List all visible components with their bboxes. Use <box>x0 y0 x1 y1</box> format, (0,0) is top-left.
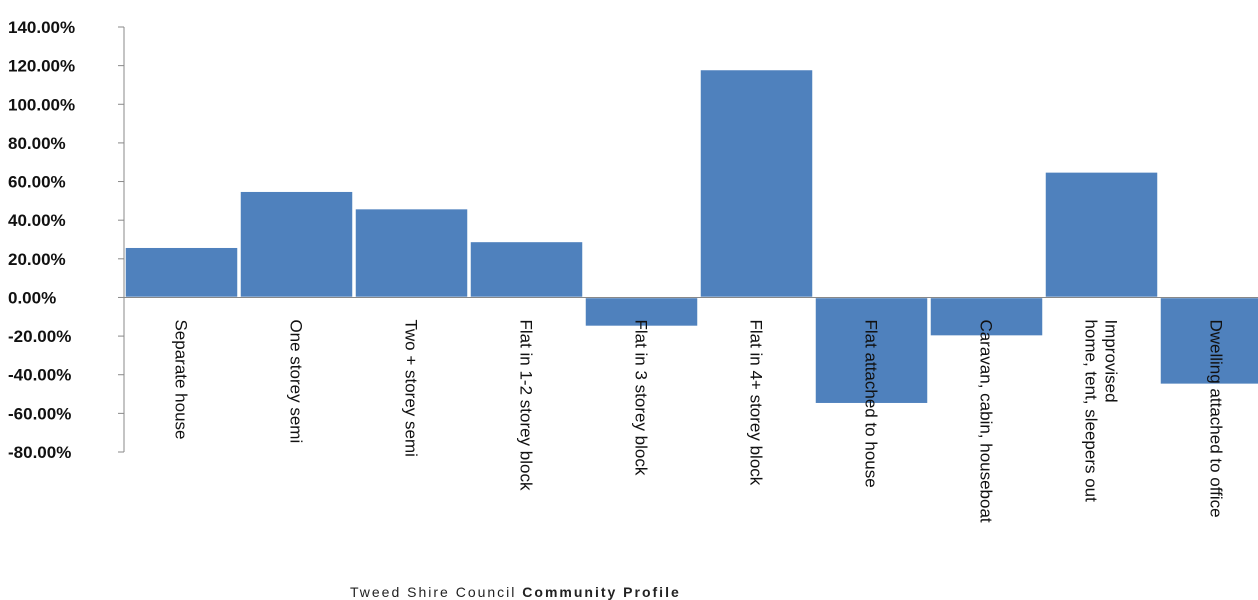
x-category-label-line: home, tent, sleepers out <box>1082 319 1101 502</box>
y-tick-label: 40.00% <box>8 211 66 230</box>
x-category-label-line: Flat in 4+ storey block <box>747 319 766 485</box>
x-category-label-line: Caravan, cabin, houseboat <box>977 319 996 522</box>
y-tick-label: 20.00% <box>8 250 66 269</box>
footer-section: Community Profile <box>522 584 681 600</box>
x-category-label: Flat in 1-2 storey block <box>517 319 536 491</box>
y-tick-label: 100.00% <box>8 95 75 114</box>
y-tick-label: 60.00% <box>8 173 66 192</box>
bars-layer <box>124 68 1258 405</box>
y-tick-label: -20.00% <box>8 327 71 346</box>
x-category-label-line: Flat in 1-2 storey block <box>517 319 536 491</box>
y-tick-label: 80.00% <box>8 134 66 153</box>
y-tick-label: 0.00% <box>8 288 56 307</box>
x-category-label: Flat in 4+ storey block <box>747 319 766 485</box>
bar <box>1044 171 1159 299</box>
x-axis-category-labels: Separate house One storey semi Two + store… <box>172 319 1226 522</box>
bar <box>469 240 584 299</box>
x-category-label: Separate house <box>172 319 191 439</box>
x-category-label-line: Flat in 3 storey block <box>632 319 651 475</box>
bar <box>354 207 469 299</box>
x-category-label-line: Improvised <box>1102 319 1121 402</box>
x-category-label: Caravan, cabin, houseboat <box>977 319 996 522</box>
bar <box>1159 296 1258 386</box>
x-category-label: Dwelling attached to office <box>1207 319 1226 517</box>
bar <box>929 296 1044 337</box>
x-category-label-line: Dwelling attached to office <box>1207 319 1226 517</box>
y-tick-label: -80.00% <box>8 443 71 462</box>
x-category-label: Flat in 3 storey block <box>632 319 651 475</box>
x-category-label-line: Separate house <box>172 319 191 439</box>
x-category-label-line: One storey semi <box>287 319 306 443</box>
footer-organisation: Tweed Shire Council <box>350 584 517 600</box>
axes <box>118 26 1258 453</box>
y-axis-tick-labels: 140.00% 120.00% 100.00% 80.00% 60.00% 40.00% 2… <box>8 18 75 462</box>
y-tick-label: -60.00% <box>8 404 71 423</box>
bar <box>584 296 699 328</box>
x-category-label-line: Two + storey semi <box>402 319 421 456</box>
page-footer: Tweed Shire Council Community Profile <box>350 584 681 600</box>
y-tick-label: 120.00% <box>8 57 75 76</box>
x-category-label-line: Flat attached to house <box>862 319 881 487</box>
bar <box>124 246 239 299</box>
x-category-label: One storey semi <box>287 319 306 443</box>
x-category-label: Two + storey semi <box>402 319 421 456</box>
x-category-label: Flat attached to house <box>862 319 881 487</box>
y-tick-label: -40.00% <box>8 366 71 385</box>
bar <box>699 68 814 299</box>
bar <box>814 296 929 405</box>
y-tick-label: 140.00% <box>8 18 75 37</box>
bar <box>239 190 354 299</box>
